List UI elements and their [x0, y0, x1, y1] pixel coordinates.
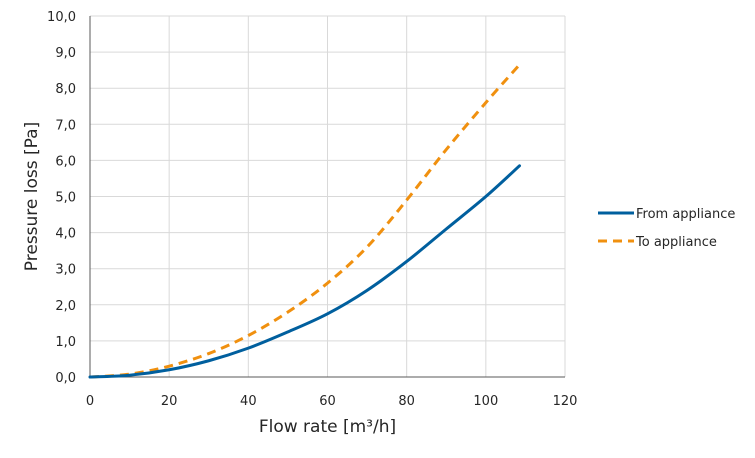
x-tick-label: 20: [161, 394, 178, 409]
y-tick-label: 9,0: [55, 46, 76, 61]
axes: [89, 16, 565, 378]
tick-labels: 0,0 1,0 2,0 3,0 4,0 5,0 6,0 7,0 8,0 9,0 10,0 0 20 40 6…: [47, 10, 577, 409]
series-line-0: [88, 164, 521, 379]
y-tick-label: 4,0: [55, 227, 76, 242]
y-axis-title: Pressure loss [Pa]: [22, 122, 42, 271]
y-tick-label: 10,0: [47, 10, 76, 25]
y-tick-label: 7,0: [55, 118, 76, 133]
y-tick-label: 5,0: [55, 191, 76, 206]
series-line-1: [89, 63, 521, 379]
x-tick-label: 80: [398, 394, 415, 409]
x-tick-label: 120: [553, 394, 578, 409]
y-tick-label: 8,0: [55, 82, 76, 97]
legend-label: To appliance: [635, 235, 717, 250]
legend: From appliance To appliance: [598, 207, 735, 250]
x-tick-label: 60: [319, 394, 336, 409]
y-tick-label: 3,0: [55, 263, 76, 278]
series-lines: [88, 63, 521, 379]
x-tick-label: 40: [240, 394, 257, 409]
x-tick-label: 0: [86, 394, 94, 409]
legend-label: From appliance: [636, 207, 735, 222]
y-tick-label: 1,0: [55, 335, 76, 350]
x-axis-title: Flow rate [m³/h]: [259, 417, 396, 437]
x-tick-label: 100: [473, 394, 498, 409]
y-tick-label: 2,0: [55, 299, 76, 314]
y-tick-label: 6,0: [55, 154, 76, 169]
y-tick-label: 0,0: [55, 371, 76, 386]
grid: [90, 15, 566, 377]
